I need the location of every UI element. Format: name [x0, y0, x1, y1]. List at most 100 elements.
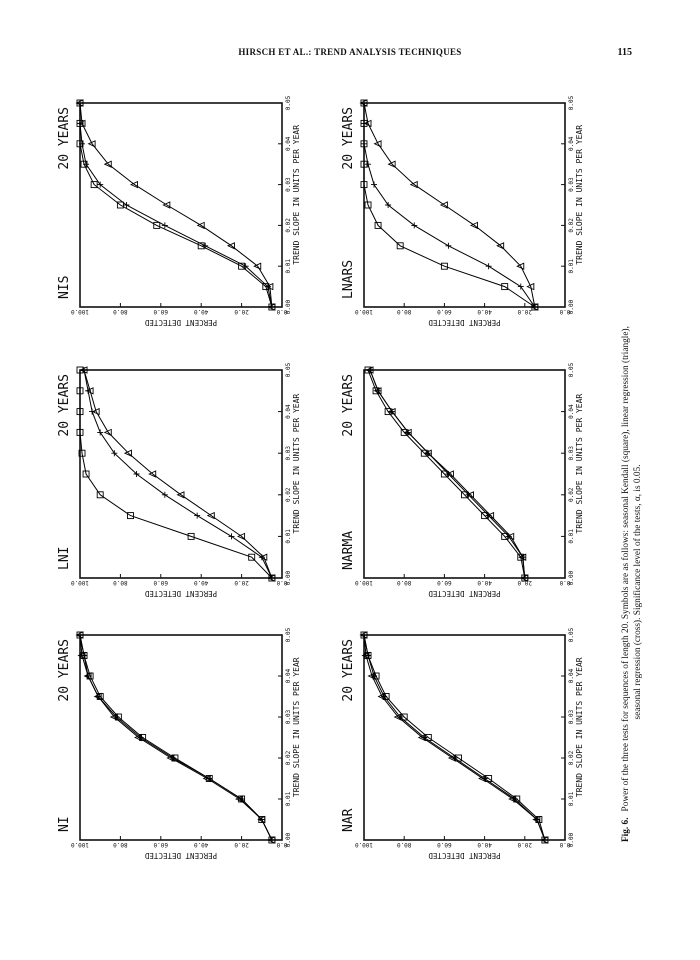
x-tick-label: 0.01 [285, 529, 292, 544]
marker-cross [97, 429, 104, 436]
marker-cross [111, 450, 118, 457]
marker-cross [533, 816, 540, 823]
marker-triangle [162, 201, 171, 209]
marker-cross [385, 202, 392, 208]
marker-triangle [387, 160, 396, 168]
x-tick-label: 0.00 [568, 832, 575, 847]
marker-cross [81, 367, 88, 373]
marker-cross [97, 181, 104, 188]
marker-triangle [526, 282, 535, 291]
marker-cross [264, 283, 271, 290]
marker-triangle [85, 387, 94, 395]
series-line [363, 634, 546, 841]
marker-cross [133, 471, 140, 477]
marker-cross [85, 387, 92, 394]
marker-cross [161, 222, 168, 229]
marker-cross [405, 429, 412, 436]
marker-triangle [265, 282, 274, 291]
marker-cross [421, 734, 428, 741]
chart-subtitle: 20 YEARS [57, 639, 72, 702]
y-tick-label: 100.0 [355, 308, 373, 315]
y-tick-label: 100.0 [355, 841, 373, 848]
marker-square [116, 201, 124, 209]
y-tick-label: 60.0 [153, 579, 168, 586]
marker-cross [169, 755, 176, 761]
x-axis-label: TREND SLOPE IN UNITS PER YEAR [292, 125, 301, 265]
marker-triangle [91, 407, 100, 416]
chart: LNARS 20 YEARS 0.00 0.01 0.02 0.03 0.04 0.05 TRE… [341, 95, 584, 327]
marker-square [76, 408, 84, 416]
y-tick-label: 60.0 [437, 841, 452, 848]
y-tick-label: 40.0 [477, 841, 492, 848]
y-tick-label: 20.0 [517, 308, 532, 315]
marker-cross [465, 491, 472, 498]
marker-cross [505, 533, 512, 540]
y-axis-label: PERCENT DETECTED [428, 589, 501, 598]
x-tick-label: 0.05 [285, 362, 292, 377]
marker-cross [411, 222, 418, 229]
marker-cross [365, 161, 372, 168]
marker-cross [361, 100, 367, 106]
plot-frame [363, 634, 566, 841]
marker-cross [81, 652, 88, 659]
x-tick-label: 0.04 [568, 136, 575, 151]
marker-cross [397, 714, 404, 720]
x-tick-label: 0.02 [285, 750, 292, 765]
y-tick-label: 100.0 [71, 308, 89, 315]
marker-cross [485, 263, 492, 270]
x-tick-label: 0.05 [568, 95, 575, 110]
x-tick-label: 0.01 [568, 791, 575, 806]
marker-cross [367, 367, 374, 373]
caption-line: seasonal regression (cross). Significanc… [632, 464, 643, 719]
x-tick-label: 0.00 [568, 299, 575, 314]
chart: NI 20 YEARS 0.00 0.01 0.02 0.03 0.04 0.05 TREND … [57, 627, 301, 860]
marker-triangle [373, 140, 382, 148]
y-tick-label: 80.0 [113, 308, 128, 315]
marker-triangle [496, 242, 505, 250]
marker-square [76, 387, 84, 395]
marker-triangle [148, 470, 157, 478]
x-tick-label: 0.05 [285, 95, 292, 110]
marker-triangle [103, 160, 112, 168]
marker-square [78, 449, 86, 457]
series-line [79, 370, 273, 579]
marker-triangle [506, 532, 515, 541]
chart-title: NARMA [341, 531, 356, 570]
x-tick-label: 0.02 [285, 487, 292, 502]
plot-frame [363, 102, 566, 308]
y-tick-label: 80.0 [397, 841, 412, 848]
y-tick-label: 40.0 [477, 308, 492, 315]
marker-triangle [409, 180, 418, 189]
marker-triangle [363, 119, 372, 128]
marker-triangle [87, 140, 96, 148]
marker-triangle [176, 491, 185, 499]
marker-cross [258, 816, 265, 823]
figure-caption: Fig. 6. Power of the three tests for sequ… [620, 326, 643, 842]
y-axis-label: PERCENT DETECTED [144, 589, 217, 598]
x-axis-label: TREND SLOPE IN UNITS PER YEAR [575, 394, 584, 534]
marker-triangle [516, 262, 525, 270]
marker-cross [519, 554, 526, 561]
marker-square [364, 201, 372, 209]
marker-square [187, 532, 195, 540]
chart-subtitle: 20 YEARS [341, 107, 356, 170]
y-axis-label: PERCENT DETECTED [428, 318, 501, 327]
x-tick-label: 0.05 [568, 362, 575, 377]
marker-cross [361, 140, 367, 147]
chart-subtitle: 20 YEARS [57, 107, 72, 170]
chart-title: LNI [57, 547, 72, 570]
marker-triangle [253, 262, 262, 270]
y-tick-label: 60.0 [153, 308, 168, 315]
series-line [83, 369, 273, 579]
y-tick-label: 20.0 [234, 579, 249, 586]
marker-triangle [103, 428, 112, 437]
marker-cross [481, 775, 488, 782]
y-tick-label: 60.0 [437, 308, 452, 315]
marker-cross [381, 693, 388, 700]
plot-frame [363, 369, 566, 579]
marker-cross [268, 575, 275, 581]
x-axis-label: TREND SLOPE IN UNITS PER YEAR [575, 125, 584, 265]
y-axis-label: PERCENT DETECTED [428, 851, 501, 860]
plot-frame [79, 102, 283, 308]
marker-cross [521, 575, 528, 581]
